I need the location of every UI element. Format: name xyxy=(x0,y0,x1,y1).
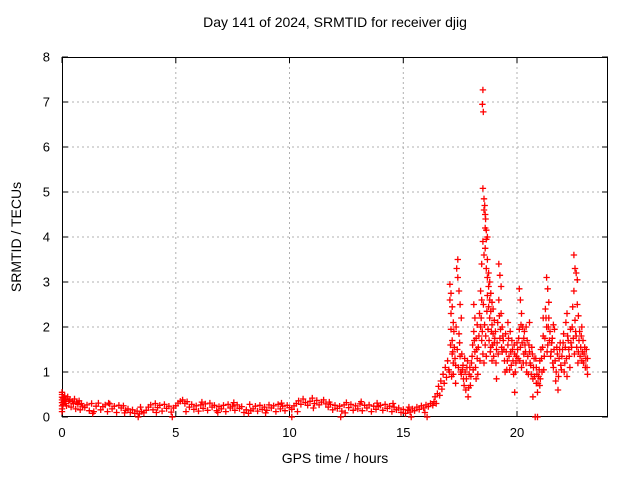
plot-border xyxy=(62,57,608,417)
data-points xyxy=(58,86,591,421)
x-tick-label: 0 xyxy=(58,425,65,440)
x-tick-label: 5 xyxy=(172,425,179,440)
x-tick-label: 20 xyxy=(510,425,524,440)
x-tick-label: 10 xyxy=(282,425,296,440)
x-axis-title: GPS time / hours xyxy=(281,450,389,466)
y-tick-label: 1 xyxy=(43,365,50,380)
chart-title: Day 141 of 2024, SRMTID for receiver dji… xyxy=(203,14,467,30)
x-tick-label: 15 xyxy=(396,425,410,440)
y-tick-label: 6 xyxy=(43,140,50,155)
y-axis-title: SRMTID / TECUs xyxy=(8,181,24,293)
y-tick-label: 0 xyxy=(43,410,50,425)
y-tick-label: 4 xyxy=(43,230,50,245)
gridlines xyxy=(62,57,608,417)
y-tick-label: 5 xyxy=(43,185,50,200)
y-tick-label: 8 xyxy=(43,50,50,65)
y-tick-label: 2 xyxy=(43,320,50,335)
y-tick-label: 7 xyxy=(43,95,50,110)
y-tick-label: 3 xyxy=(43,275,50,290)
